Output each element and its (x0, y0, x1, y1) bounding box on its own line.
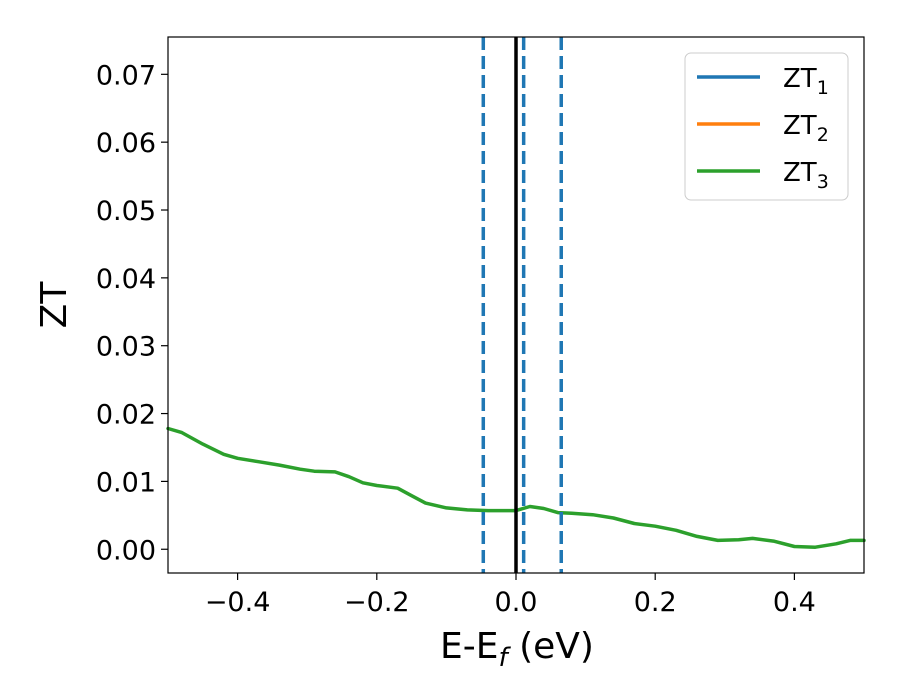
legend-label-zt3: ZT3 (783, 158, 829, 193)
x-tick-label: 0.0 (495, 587, 538, 618)
y-tick-label: 0.06 (96, 128, 156, 159)
y-tick-label: 0.04 (96, 264, 156, 295)
x-axis-title-main: E-E (440, 626, 498, 667)
legend-label-zt1: ZT1 (783, 64, 829, 99)
y-tick-label: 0.05 (96, 196, 156, 227)
y-axis-title: ZT (34, 281, 75, 329)
x-tick-label: −0.4 (205, 587, 271, 618)
y-tick-label: 0.03 (96, 332, 156, 363)
y-tick-label: 0.01 (96, 467, 156, 498)
y-tick-label: 0.07 (96, 60, 156, 91)
legend-label-zt2: ZT2 (783, 111, 829, 146)
x-axis-title: E-Ef (eV) (440, 626, 594, 673)
ticks-layer: −0.4 −0.2 0.0 0.2 0.4 0.00 0.01 0.02 0.03 0.04 0.0… (96, 60, 816, 618)
legend-box (684, 52, 849, 201)
y-tick-label: 0.00 (96, 535, 156, 566)
y-tick-label: 0.02 (96, 400, 156, 431)
legend: ZT1 ZT2 ZT3 (684, 52, 849, 201)
data-layer (166, 37, 866, 573)
x-tick-label: 0.2 (634, 587, 677, 618)
legend-items: ZT1 ZT2 ZT3 (697, 64, 829, 193)
x-tick-label: −0.2 (344, 587, 410, 618)
x-axis-title-unit: (eV) (508, 626, 594, 667)
x-tick-label: 0.4 (773, 587, 816, 618)
